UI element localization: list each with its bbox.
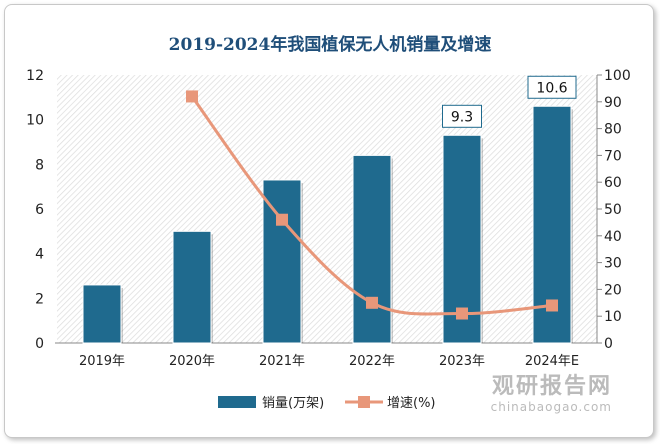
x-tick-label: 2020年 [169, 354, 215, 369]
bar [262, 179, 302, 344]
legend-line-marker [358, 396, 370, 408]
chart-title: 2019-2024年我国植保无人机销量及增速 [168, 35, 492, 55]
y-right-tick-label: 80 [604, 122, 622, 138]
watermark-cn: 观研报告网 [491, 374, 612, 399]
y-right-tick-label: 40 [604, 229, 622, 245]
y-left-tick-label: 6 [35, 202, 44, 218]
y-right-tick-label: 70 [604, 148, 622, 164]
x-tick-label: 2023年 [439, 354, 485, 369]
data-label: 10.6 [536, 80, 567, 96]
legend-bar-label: 销量(万架) [262, 396, 324, 411]
y-right-tick-label: 0 [604, 336, 613, 352]
y-right-tick-label: 20 [604, 282, 622, 298]
growth-marker [186, 90, 198, 103]
y-right-tick-label: 60 [604, 175, 622, 191]
y-left-tick-label: 8 [35, 157, 44, 173]
data-label: 9.3 [451, 109, 473, 125]
growth-marker [366, 296, 378, 309]
bar [352, 154, 392, 344]
y-right-tick-label: 30 [604, 256, 622, 272]
data-label-box [442, 104, 482, 128]
plot-area [57, 75, 597, 343]
y-left-tick-label: 12 [26, 68, 44, 84]
y-left-tick-label: 0 [35, 336, 44, 352]
watermark: 观研报告网 chinabaogao.com [491, 368, 612, 414]
y-right-tick-label: 50 [604, 202, 622, 218]
y-left-tick-label: 2 [35, 291, 44, 307]
bar [172, 230, 212, 344]
legend-bar-swatch [218, 396, 256, 408]
growth-marker [546, 299, 558, 312]
bar [82, 284, 122, 344]
x-tick-label: 2021年 [259, 354, 305, 369]
y-right-tick-label: 10 [604, 309, 622, 325]
y-right-tick-label: 90 [604, 95, 622, 111]
growth-marker [456, 307, 468, 320]
x-tick-label: 2024年E [525, 354, 579, 369]
data-label-box [527, 75, 577, 99]
y-left-tick-label: 4 [35, 247, 44, 263]
x-tick-label: 2019年 [79, 354, 125, 369]
x-tick-label: 2022年 [349, 354, 395, 369]
y-right-tick-label: 100 [604, 68, 631, 84]
growth-marker [276, 213, 288, 226]
growth-line [190, 95, 553, 316]
y-left-tick-label: 10 [26, 113, 44, 129]
legend-line-label: 增速(%) [387, 396, 436, 411]
watermark-en: chinabaogao.com [490, 400, 612, 414]
